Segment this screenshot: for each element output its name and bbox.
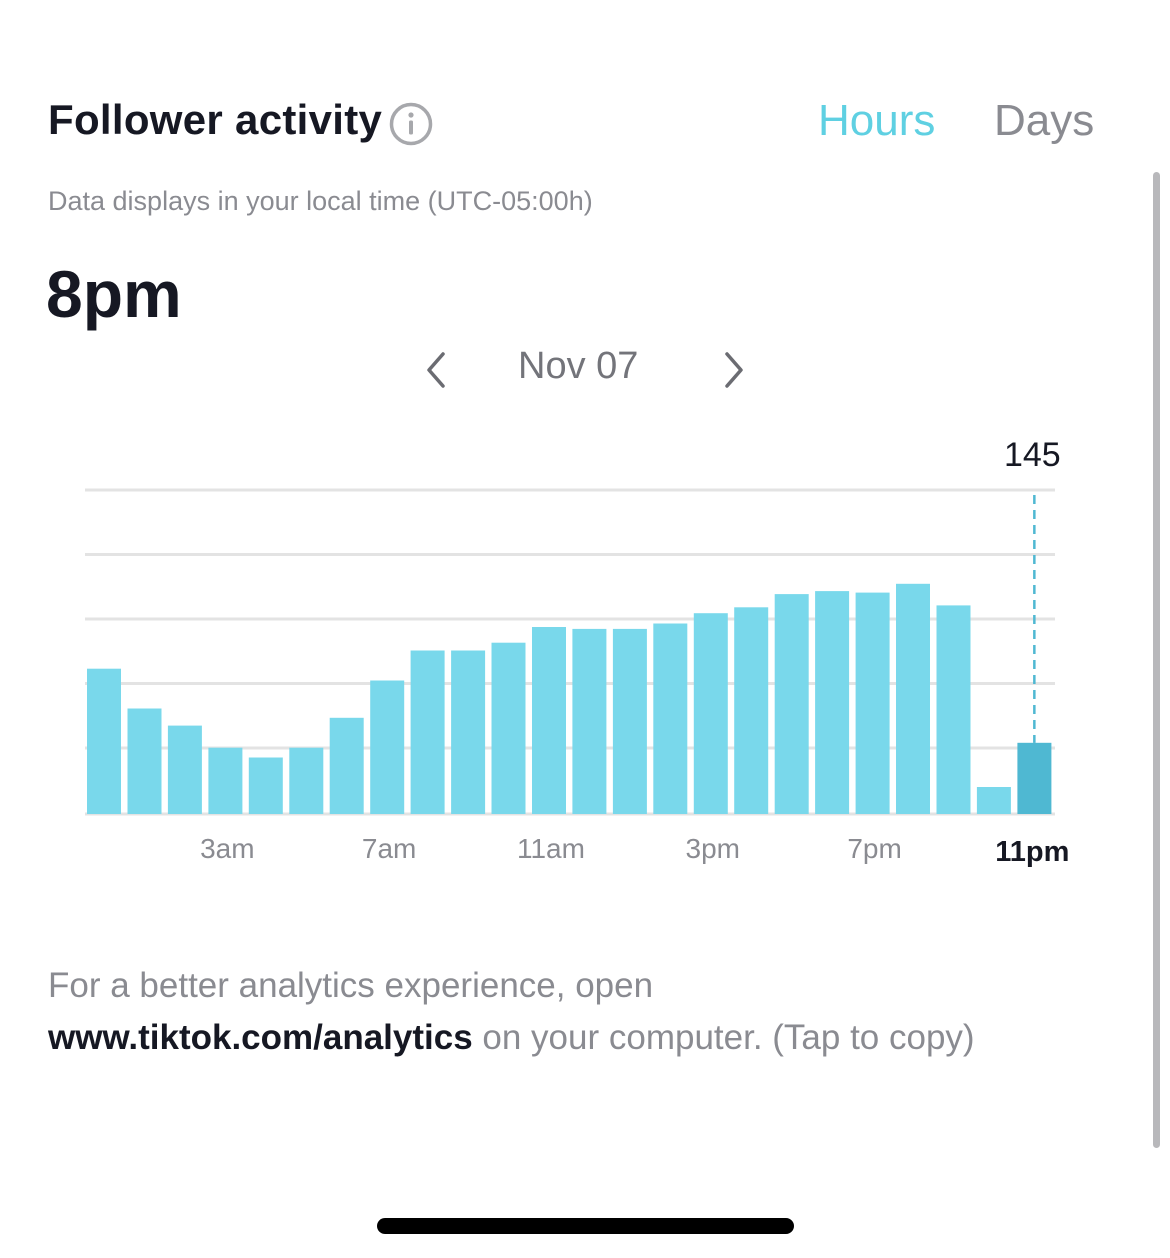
bar-6pm — [815, 591, 850, 814]
bar-12am — [87, 668, 121, 814]
timezone-note: Data displays in your local time (UTC-05… — [48, 186, 593, 216]
bar-2am — [167, 725, 202, 814]
bar-8am — [410, 650, 445, 814]
analytics-hint-suffix: on your computer. (Tap to copy) — [472, 1018, 975, 1057]
bar-1am — [127, 708, 162, 814]
selected-value-label: 145 — [1004, 436, 1061, 474]
analytics-hint: For a better analytics experience, open … — [48, 960, 1128, 1064]
bar-9am — [451, 650, 486, 814]
bar-1pm — [612, 628, 647, 814]
bar-5am — [289, 747, 324, 814]
follower-activity-chart: 145 3am 7am 11am 3pm 7pm 11pm — [85, 436, 1069, 868]
bar-7pm — [855, 592, 890, 814]
bar-4pm — [734, 607, 769, 814]
info-circle-icon[interactable] — [388, 101, 434, 147]
x-tick-label: 7pm — [847, 833, 901, 864]
x-tick-label: 11am — [517, 833, 585, 864]
bar-10am — [491, 642, 526, 814]
page-title: Follower activity — [48, 96, 383, 143]
bar-11am — [532, 627, 566, 814]
chevron-right-icon[interactable] — [714, 348, 754, 392]
bar-9pm — [936, 605, 971, 814]
tab-hours[interactable]: Hours — [818, 96, 936, 145]
selected-time: 8pm — [46, 257, 182, 331]
bar-10pm — [976, 787, 1011, 814]
x-tick-label: 3pm — [686, 833, 740, 864]
bar-11pm[interactable] — [1017, 742, 1052, 814]
chevron-left-icon[interactable] — [416, 348, 456, 392]
bar-2pm — [653, 623, 688, 814]
bar-8pm — [896, 583, 930, 814]
bar-3am — [208, 747, 243, 814]
bar-12pm — [572, 628, 607, 814]
x-tick-label: 3am — [200, 833, 254, 864]
analytics-link[interactable]: www.tiktok.com/analytics — [48, 1018, 473, 1057]
analytics-hint-line1: For a better analytics experience, open — [48, 966, 654, 1005]
x-tick-label: 11pm — [995, 836, 1069, 868]
tab-days[interactable]: Days — [994, 96, 1095, 145]
home-indicator — [377, 1218, 794, 1234]
x-tick-label: 7am — [362, 833, 416, 864]
bar-5pm — [774, 594, 809, 814]
scrollbar[interactable] — [1153, 172, 1160, 1148]
bar-6am — [329, 717, 364, 814]
bar-4am — [248, 757, 283, 814]
bar-7am — [370, 680, 405, 814]
bar-3pm — [693, 613, 728, 814]
date-label: Nov 07 — [518, 345, 639, 387]
